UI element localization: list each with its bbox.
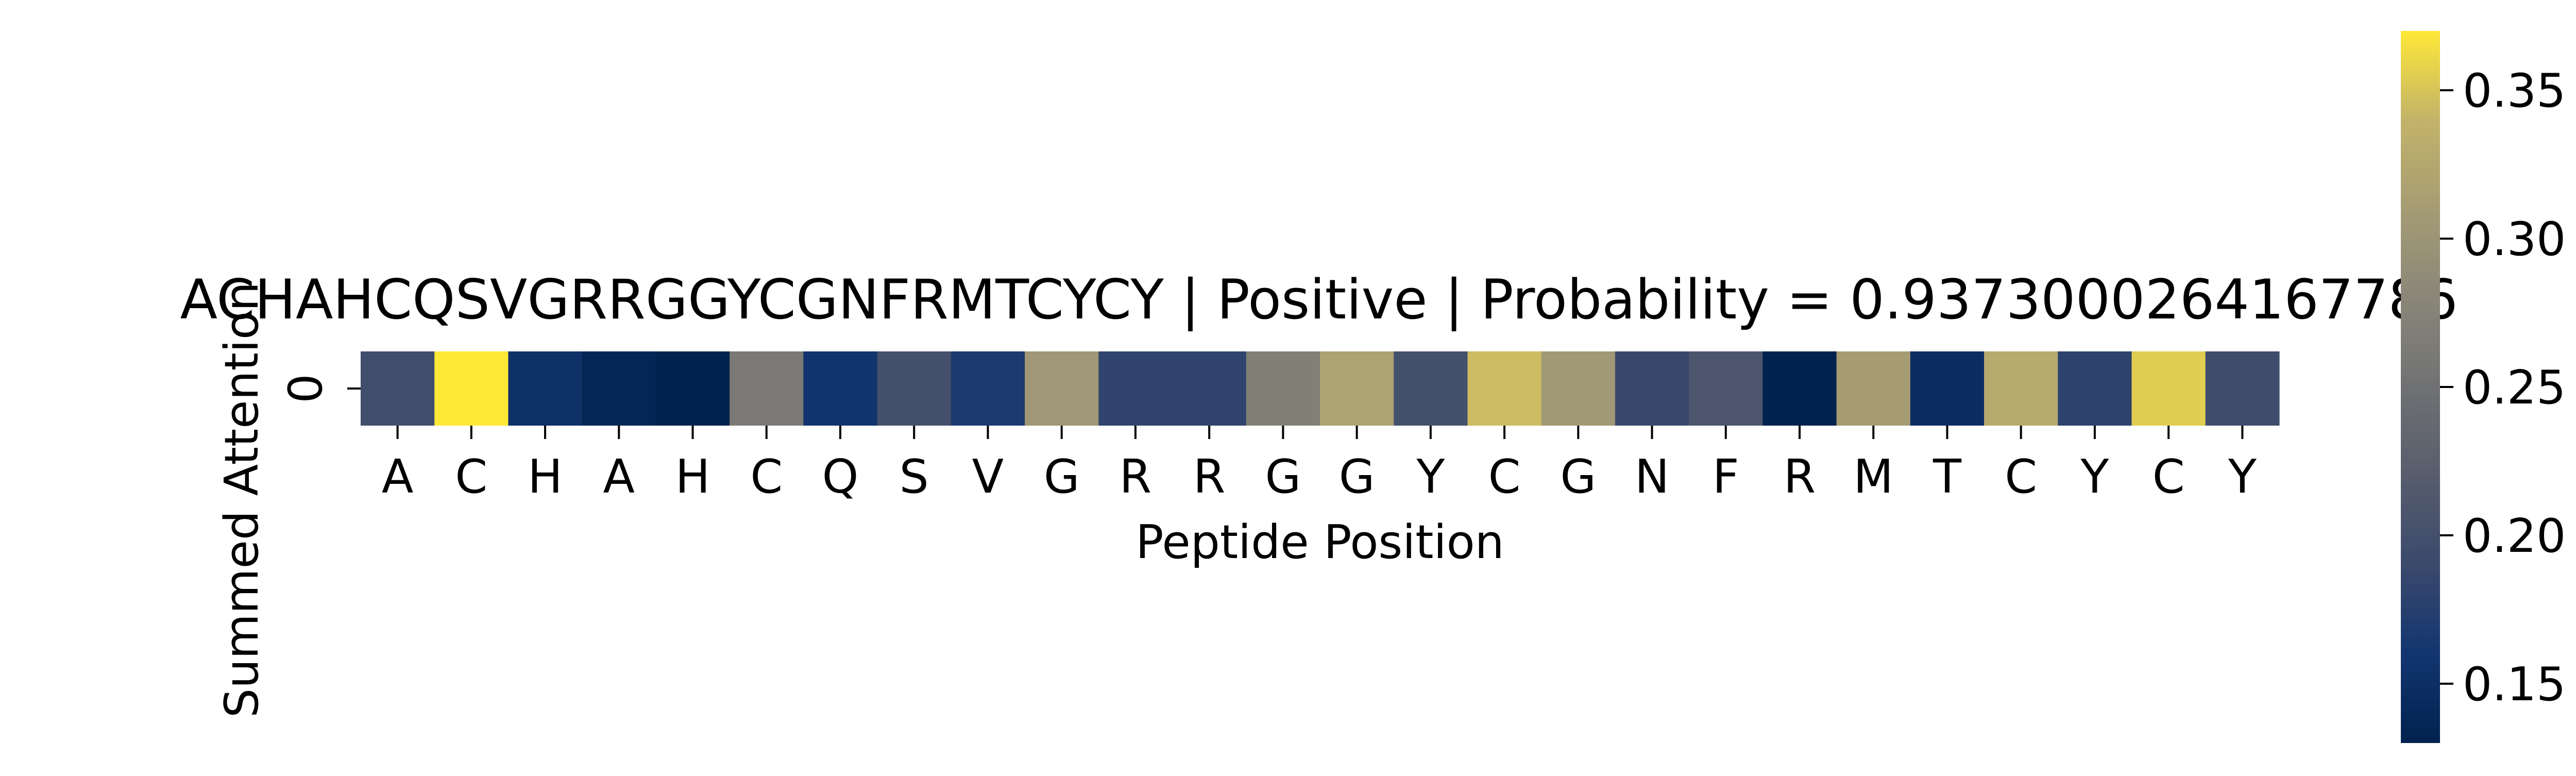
heatmap-cell	[1098, 351, 1173, 426]
colorbar-tick-label: 0.25	[2463, 361, 2566, 415]
x-tick-label: Y	[2228, 450, 2257, 504]
x-tick-label: C	[2153, 450, 2185, 504]
heatmap-cell	[508, 351, 583, 426]
colorbar	[2401, 31, 2440, 743]
x-tick-label: H	[675, 450, 710, 504]
heatmap-cell	[1836, 351, 1911, 426]
x-tick-label: C	[1488, 450, 1521, 504]
heatmap-cell	[655, 351, 730, 426]
colorbar-tick-label: 0.20	[2463, 509, 2566, 563]
heatmap-cell	[803, 351, 878, 426]
x-tick-label: R	[1193, 450, 1226, 504]
heatmap-cell	[1762, 351, 1837, 426]
x-tick-label: C	[750, 450, 783, 504]
x-tick-label: S	[900, 450, 929, 504]
chart-title: ACHAHCQSVGRRGGYCGNFRMTCYCY | Positive | …	[180, 268, 2458, 332]
x-tick-label: A	[382, 450, 414, 504]
x-tick-label: R	[1120, 450, 1152, 504]
x-tick-label: T	[1933, 450, 1962, 504]
heatmap-cell	[877, 351, 952, 426]
heatmap-cell	[1984, 351, 2058, 426]
x-axis-label: Peptide Position	[1136, 515, 1504, 569]
y-tick-label: 0	[279, 374, 333, 403]
heatmap-cell	[582, 351, 656, 426]
heatmap-cell	[2205, 351, 2280, 426]
heatmap-cell	[730, 351, 804, 426]
y-axis-label: Summed Attention	[215, 282, 269, 718]
x-tick-label: A	[603, 450, 635, 504]
heatmap-cell	[1615, 351, 1689, 426]
x-tick-label: C	[2005, 450, 2037, 504]
x-tick-label: Y	[1416, 450, 1445, 504]
heatmap-cell	[434, 351, 509, 426]
colorbar-tick-label: 0.35	[2463, 64, 2566, 118]
x-tick-label: G	[1044, 450, 1080, 504]
colorbar-tick-label: 0.30	[2463, 212, 2566, 266]
heatmap-cell	[1025, 351, 1099, 426]
heatmap-cell	[1320, 351, 1394, 426]
heatmap-cell	[1910, 351, 1985, 426]
x-tick-label: C	[455, 450, 487, 504]
x-tick-label: G	[1265, 450, 1301, 504]
heatmap-cell	[951, 351, 1025, 426]
x-tick-label: G	[1339, 450, 1375, 504]
x-tick-label: G	[1560, 450, 1596, 504]
heatmap-cells	[361, 351, 2280, 426]
x-tick-label: N	[1635, 450, 1669, 504]
heatmap-cell	[1246, 351, 1320, 426]
x-tick-label: R	[1784, 450, 1816, 504]
heatmap-cell	[361, 351, 435, 426]
x-tick-label: H	[528, 450, 563, 504]
colorbar-ticks: 0.15 0.20 0.25 0.30 0.35	[2440, 64, 2566, 712]
heatmap-cell	[1467, 351, 1542, 426]
x-tick-label: F	[1713, 450, 1739, 504]
x-tick-label: V	[972, 450, 1004, 504]
heatmap-cell	[1541, 351, 1616, 426]
heatmap-cell	[1172, 351, 1247, 426]
heatmap-cell	[2131, 351, 2206, 426]
heatmap-cell	[1689, 351, 1763, 426]
x-tick-label: Q	[822, 450, 859, 504]
colorbar-tick-label: 0.15	[2463, 657, 2566, 712]
heatmap-cell	[2058, 351, 2132, 426]
y-axis-ticks: 0	[279, 374, 361, 403]
x-tick-label: Y	[2080, 450, 2109, 504]
heatmap-cell	[1394, 351, 1468, 426]
x-tick-label: M	[1853, 450, 1893, 504]
